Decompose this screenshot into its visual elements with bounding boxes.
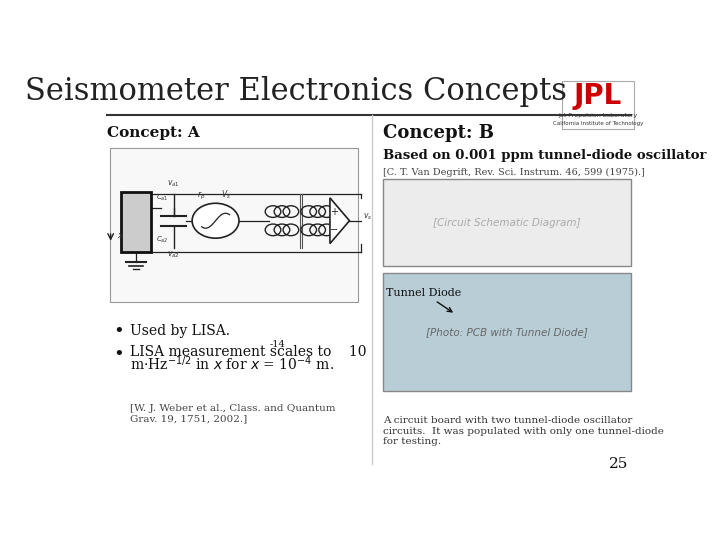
Text: •: • bbox=[114, 322, 124, 340]
Polygon shape bbox=[330, 198, 349, 244]
Text: Concept: B: Concept: B bbox=[383, 124, 494, 143]
Text: Seismometer Electronics Concepts: Seismometer Electronics Concepts bbox=[25, 76, 567, 107]
Text: $x$: $x$ bbox=[117, 231, 125, 240]
Circle shape bbox=[192, 203, 239, 238]
Text: Based on 0.001 ppm tunnel-diode oscillator: Based on 0.001 ppm tunnel-diode oscillat… bbox=[383, 149, 706, 162]
Text: 25: 25 bbox=[609, 457, 629, 471]
Text: A circuit board with two tunnel-diode oscillator
circuits.  It was populated wit: A circuit board with two tunnel-diode os… bbox=[383, 416, 664, 446]
FancyBboxPatch shape bbox=[109, 148, 358, 302]
Text: $C_{a1}$: $C_{a1}$ bbox=[156, 193, 168, 203]
Text: Jet Propulsion Laboratory: Jet Propulsion Laboratory bbox=[558, 113, 637, 118]
Text: -14: -14 bbox=[270, 340, 285, 349]
Text: California Institute of Technology: California Institute of Technology bbox=[552, 122, 643, 126]
Text: Used by LISA.: Used by LISA. bbox=[130, 324, 230, 338]
Text: $C_{a2}$: $C_{a2}$ bbox=[156, 234, 168, 245]
Text: Concept: A: Concept: A bbox=[107, 126, 199, 140]
Text: m$\cdot$Hz$^{-1/2}$ in $x$ for $x$ = 10$^{-4}$ m.: m$\cdot$Hz$^{-1/2}$ in $x$ for $x$ = 10$… bbox=[130, 355, 334, 374]
Text: [W. J. Weber et al., Class. and Quantum
Grav. 19, 1751, 2002.]: [W. J. Weber et al., Class. and Quantum … bbox=[130, 404, 336, 423]
Text: JPL: JPL bbox=[574, 82, 622, 110]
Text: [Circuit Schematic Diagram]: [Circuit Schematic Diagram] bbox=[433, 218, 581, 228]
Text: $v_s$: $v_s$ bbox=[364, 212, 373, 222]
FancyBboxPatch shape bbox=[383, 273, 631, 391]
FancyBboxPatch shape bbox=[562, 82, 634, 129]
Text: $v_{a1}$: $v_{a1}$ bbox=[167, 178, 180, 189]
Text: +: + bbox=[330, 207, 338, 217]
Text: $v_{a2}$: $v_{a2}$ bbox=[167, 249, 180, 260]
Text: $r_p$: $r_p$ bbox=[197, 190, 206, 202]
FancyBboxPatch shape bbox=[383, 179, 631, 266]
Text: LISA measurement scales to    10: LISA measurement scales to 10 bbox=[130, 345, 366, 359]
Text: [Photo: PCB with Tunnel Diode]: [Photo: PCB with Tunnel Diode] bbox=[426, 327, 588, 337]
Text: $V_s$: $V_s$ bbox=[220, 189, 230, 201]
Text: Tunnel Diode: Tunnel Diode bbox=[386, 288, 461, 312]
Text: •: • bbox=[114, 345, 124, 363]
Text: −: − bbox=[330, 225, 338, 235]
Text: [C. T. Van Degrift, Rev. Sci. Instrum. 46, 599 (1975).]: [C. T. Van Degrift, Rev. Sci. Instrum. 4… bbox=[383, 167, 645, 177]
FancyBboxPatch shape bbox=[121, 192, 151, 252]
